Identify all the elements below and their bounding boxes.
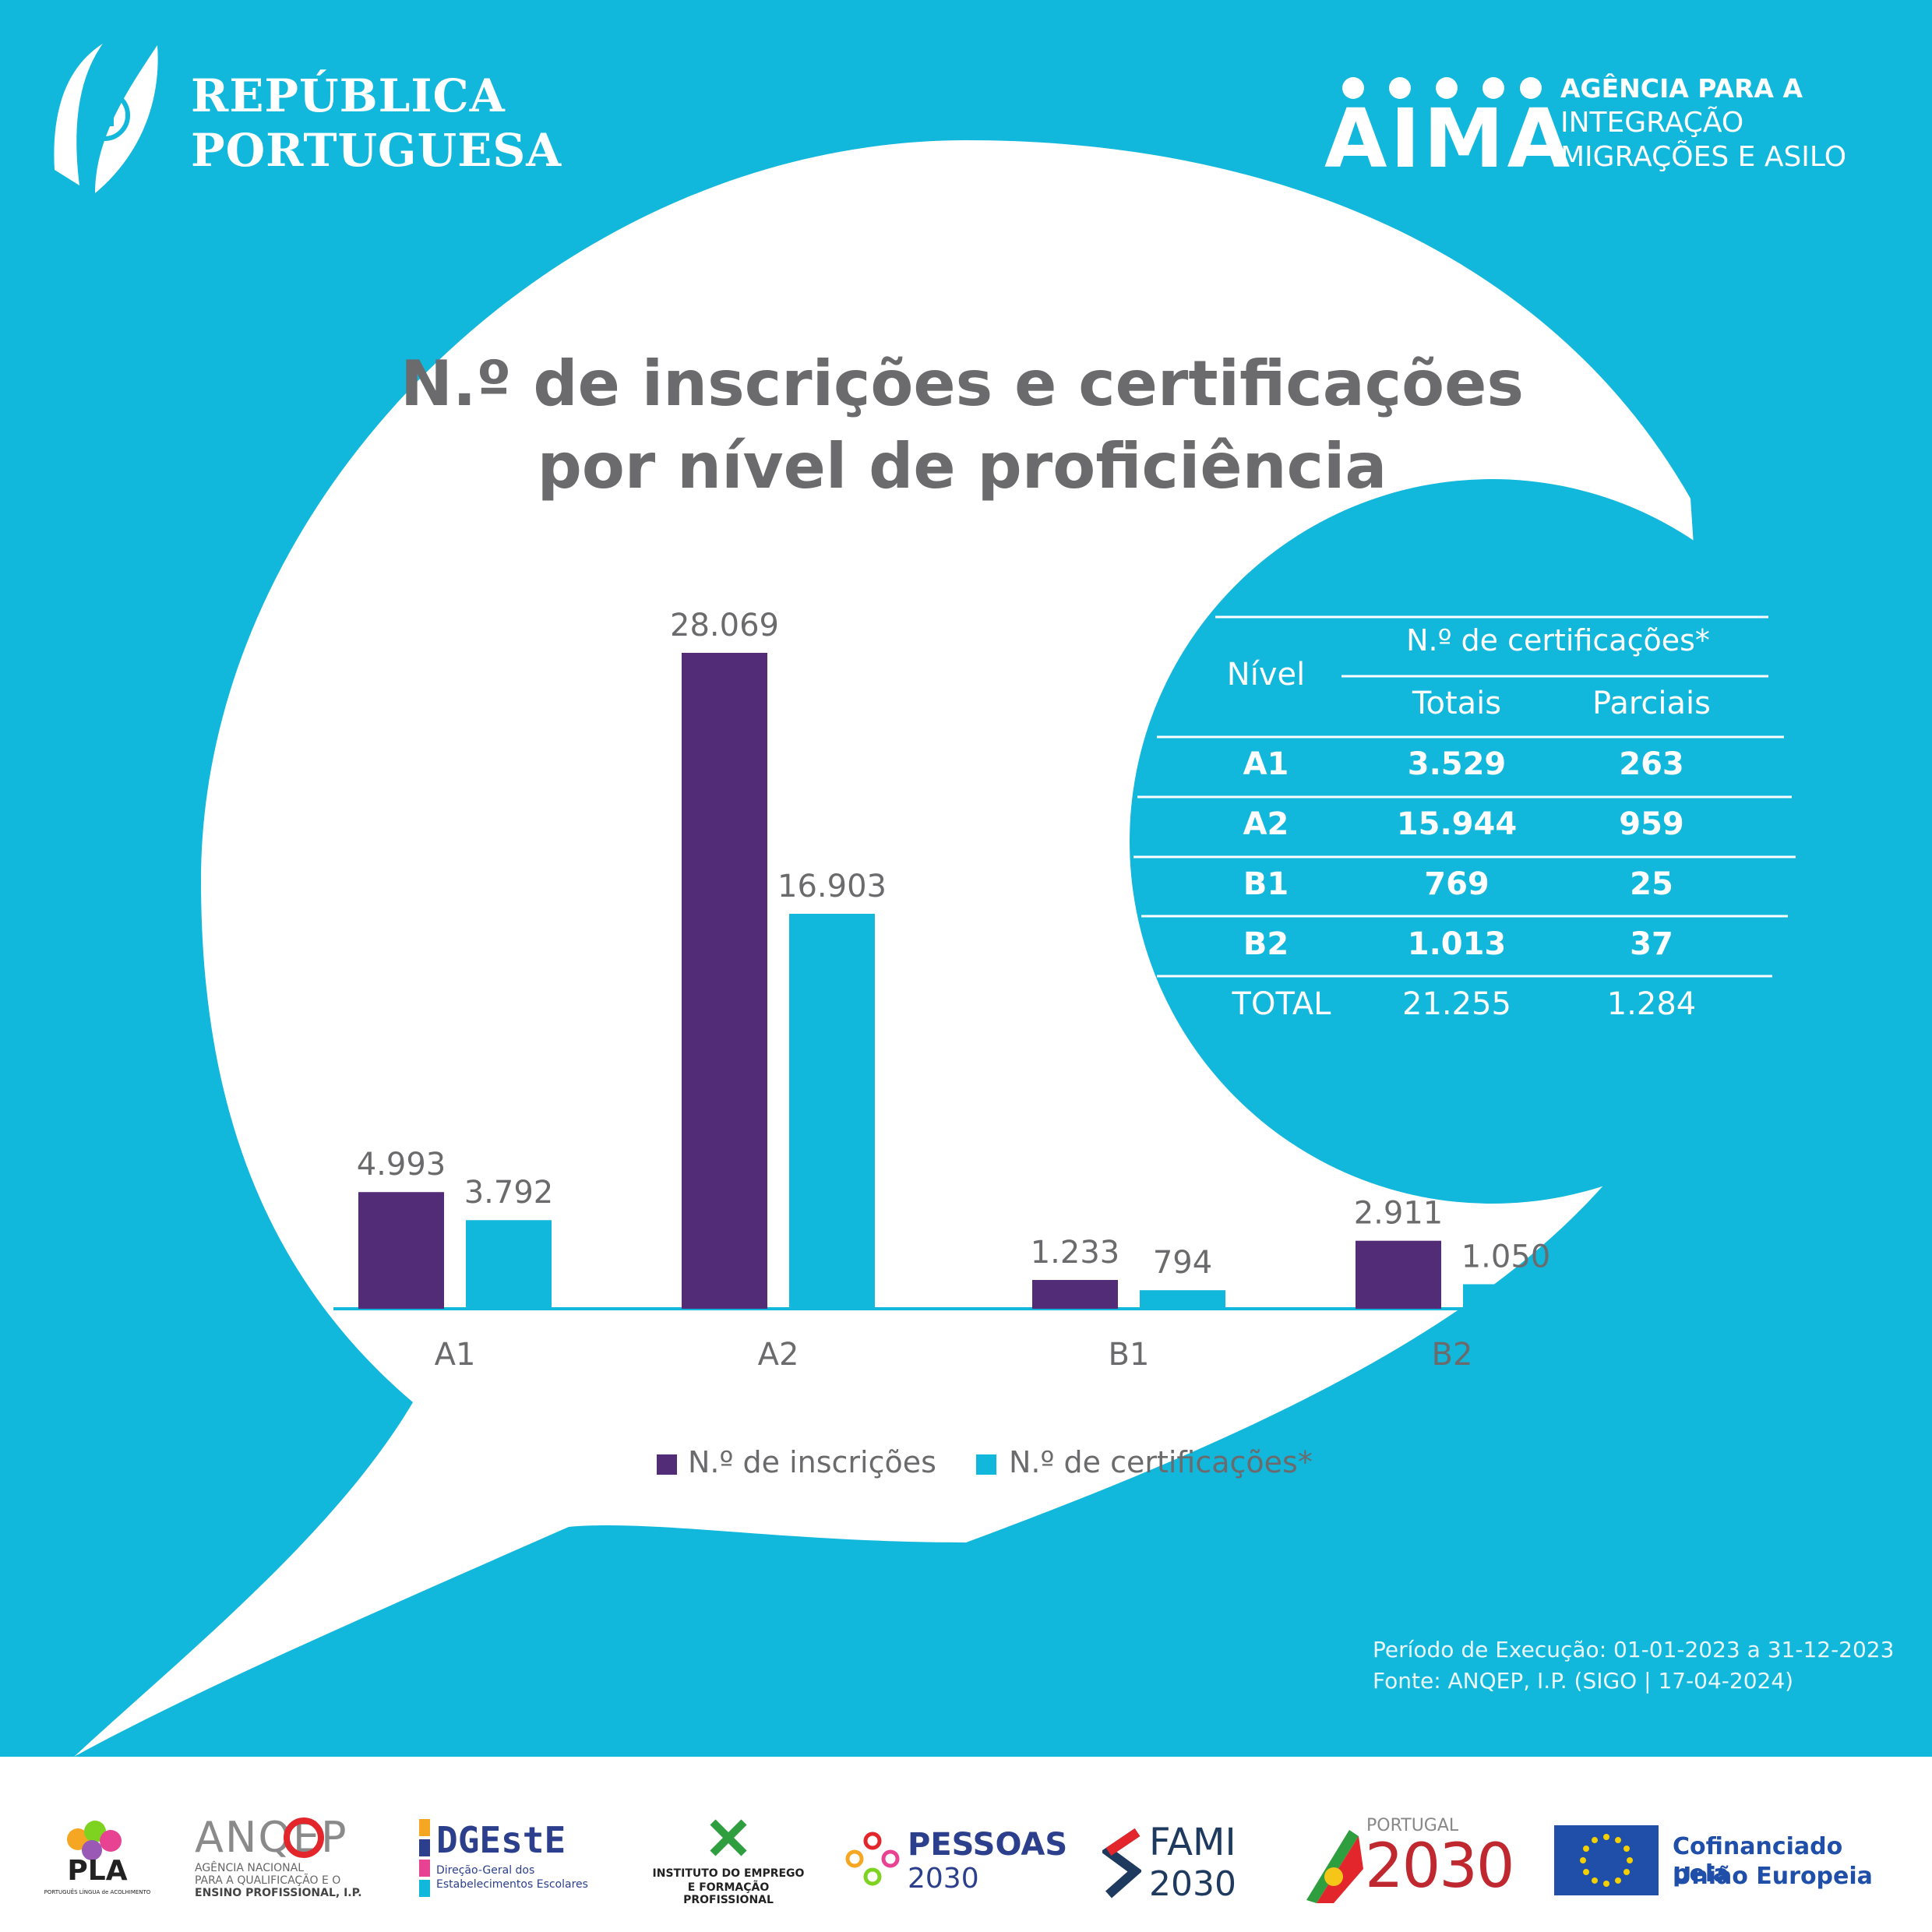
republica-portuguesa-emblem <box>54 44 158 193</box>
anqep-sub2: PARA A QUALIFICAÇÃO E O <box>195 1874 341 1887</box>
dgeste-logo: DGEstE Direção-Geral dos Estabelecimento… <box>419 1819 622 1905</box>
rp-line2: PORTUGUESA <box>191 124 562 177</box>
table-total-parciais: 1.284 <box>1606 986 1697 1022</box>
table-cell-parciais: 25 <box>1630 866 1673 902</box>
table-cell-level: A1 <box>1243 746 1289 782</box>
eu-star-icon <box>1615 1877 1621 1884</box>
chart-title-line2: por nível de proficiência <box>537 430 1387 502</box>
eu-line2: União Europeia <box>1673 1863 1873 1890</box>
footnote-source: Fonte: ANQEP, I.P. (SIGO | 17-04-2024) <box>1373 1668 1794 1694</box>
eu-star-icon <box>1603 1834 1609 1840</box>
eu-cofinanced-logo: Cofinanciado pela União Europeia <box>1554 1825 1897 1900</box>
fami-2030-logo: FAMI 2030 <box>1102 1821 1274 1906</box>
dgeste-color-bar-icon <box>419 1819 430 1897</box>
aima-sub-line3: MIGRAÇÕES E ASILO <box>1560 141 1847 173</box>
eu-star-icon <box>1583 1846 1590 1852</box>
eu-star-icon <box>1603 1881 1609 1887</box>
iefp-cross-icon <box>710 1819 747 1856</box>
table-cell-totais: 769 <box>1424 866 1490 902</box>
table-cell-level: A2 <box>1243 806 1289 842</box>
anqep-logo: ANQEP AGÊNCIA NACIONAL PARA A QUALIFICAÇ… <box>195 1813 382 1906</box>
table-total-totais: 21.255 <box>1402 986 1511 1022</box>
eu-flag-icon <box>1554 1825 1659 1895</box>
pessoas-2030-logo: PESSOAS 2030 <box>845 1827 1067 1905</box>
fami-s-shape-icon <box>1102 1828 1141 1899</box>
table-header-group: N.º de certificações* <box>1406 623 1710 658</box>
eu-star-icon <box>1627 1857 1633 1863</box>
aima-logo-word: AIMA <box>1324 91 1574 186</box>
table-cell-level: B1 <box>1243 866 1289 902</box>
eu-star-icon <box>1580 1857 1586 1863</box>
pessoas-text: PESSOAS <box>908 1827 1068 1863</box>
pessoas-figures-icon <box>845 1832 900 1886</box>
dgeste-text: DGEstE <box>436 1819 566 1861</box>
pessoas-year: 2030 <box>908 1863 979 1895</box>
portugal-flag-ribbon-icon <box>1306 1830 1363 1903</box>
table-cell-parciais: 37 <box>1630 926 1673 962</box>
anqep-sub1: AGÊNCIA NACIONAL <box>195 1862 305 1874</box>
eu-star-icon <box>1623 1846 1630 1852</box>
fami-year: 2030 <box>1149 1864 1236 1904</box>
eu-star-icon <box>1592 1837 1598 1844</box>
legend-swatch-inscricoes <box>657 1454 677 1475</box>
speech-bubbles-icon <box>67 1821 122 1860</box>
eu-star-icon <box>1615 1837 1621 1844</box>
eu-star-icon <box>1592 1877 1598 1884</box>
table-cell-parciais: 263 <box>1619 746 1684 782</box>
table-header-totais: Totais <box>1412 686 1502 721</box>
aima-sub-line2: INTEGRAÇÃO <box>1560 107 1744 139</box>
table-total-label: TOTAL <box>1232 986 1331 1022</box>
table-header-level: Nível <box>1226 657 1306 693</box>
eu-star-icon <box>1583 1869 1590 1875</box>
fami-text: FAMI <box>1149 1821 1236 1864</box>
iefp-sub1: INSTITUTO DO EMPREGO <box>652 1867 805 1880</box>
pla-subtitle: PORTUGUÊS LÍNGUA de ACOLHIMENTO <box>44 1889 151 1895</box>
legend-swatch-certificacoes <box>976 1454 996 1475</box>
aima-sub-line1: AGÊNCIA PARA A <box>1560 73 1803 104</box>
table-header-parciais: Parciais <box>1592 686 1711 721</box>
iefp-sub2: E FORMAÇÃO PROFISSIONAL <box>683 1881 774 1906</box>
table-cell-totais: 1.013 <box>1407 926 1507 962</box>
chart-title-line1: N.º de inscrições e certificações <box>400 347 1524 420</box>
portugal-year: 2030 <box>1365 1832 1515 1902</box>
anqep-sub3: ENSINO PROFISSIONAL, I.P. <box>195 1887 362 1899</box>
footnote: Período de Execução: 01-01-2023 a 31-12-… <box>1373 1634 1894 1697</box>
table-circle <box>1130 479 1854 1204</box>
eu-star-icon <box>1623 1869 1630 1875</box>
aima-logo-subtitle: AGÊNCIA PARA A INTEGRAÇÃO MIGRAÇÕES E AS… <box>1560 72 1846 175</box>
footnote-period: Período de Execução: 01-01-2023 a 31-12-… <box>1373 1637 1895 1662</box>
table-cell-totais: 3.529 <box>1407 746 1507 782</box>
partner-logos-footer: PLA PORTUGUÊS LÍNGUA de ACOLHIMENTO ANQE… <box>0 1757 1932 1932</box>
dgeste-sub2: Estabelecimentos Escolares <box>436 1878 588 1891</box>
republica-portuguesa-logo-text: REPÚBLICA PORTUGUESA <box>191 69 562 178</box>
pla-text: PLA <box>67 1855 128 1887</box>
aima-dots-icon <box>1342 77 1542 99</box>
legend-label-inscricoes: N.º de inscrições <box>688 1445 936 1479</box>
chart-title: N.º de inscrições e certificações por ní… <box>280 343 1644 508</box>
table-cell-level: B2 <box>1243 926 1289 962</box>
legend-label-certificacoes: N.º de certificações* <box>1009 1445 1313 1479</box>
anqep-q-mark-icon <box>284 1817 324 1858</box>
dgeste-sub1: Direção-Geral dos <box>436 1864 535 1877</box>
table-cell-parciais: 959 <box>1619 806 1684 842</box>
rp-line1: REPÚBLICA <box>191 69 506 122</box>
eu-line1: Cofinanciado pela <box>1673 1833 1843 1888</box>
pla-logo: PLA PORTUGUÊS LÍNGUA de ACOLHIMENTO <box>44 1817 150 1895</box>
table-cell-totais: 15.944 <box>1396 806 1518 842</box>
portugal-2030-logo: PORTUGAL 2030 <box>1303 1816 1515 1909</box>
iefp-logo: INSTITUTO DO EMPREGO E FORMAÇÃO PROFISSI… <box>650 1816 806 1909</box>
portugal-text: PORTUGAL <box>1366 1816 1459 1835</box>
